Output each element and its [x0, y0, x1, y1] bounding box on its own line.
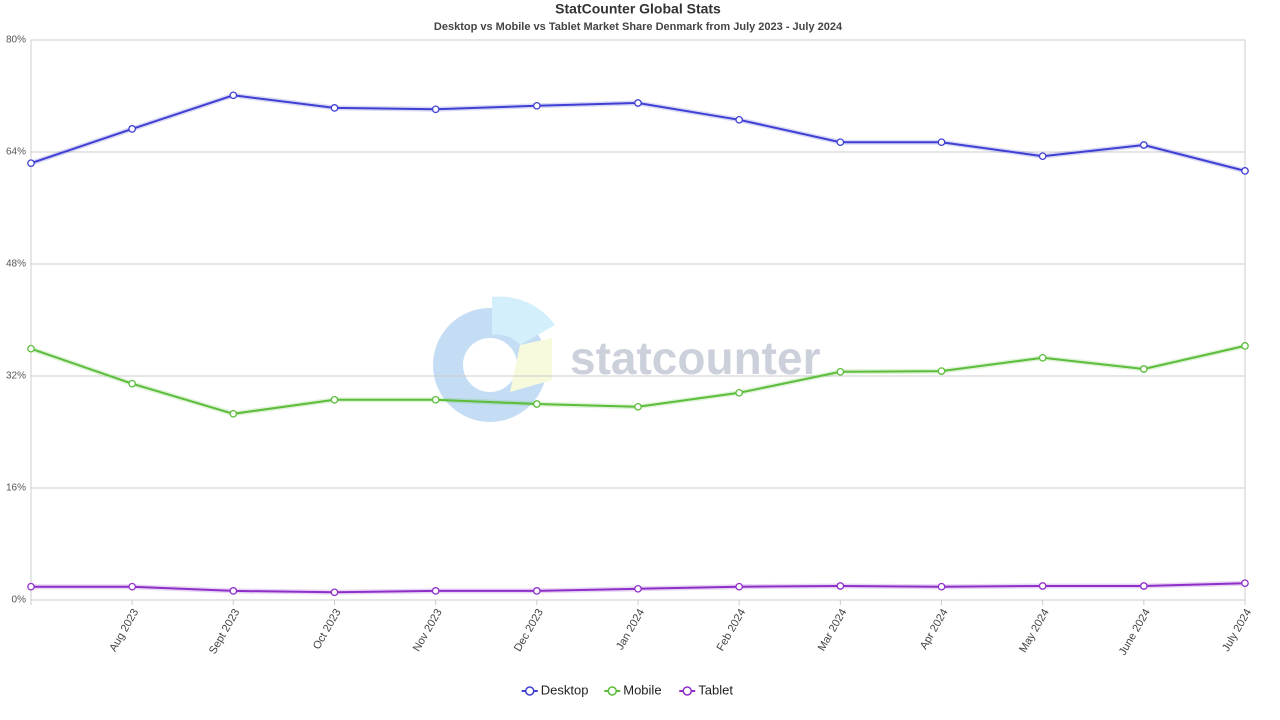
legend-swatch [682, 686, 692, 696]
watermark-logo [433, 296, 555, 422]
data-point [431, 587, 440, 595]
data-point [1241, 342, 1249, 350]
x-tick-label: May 2024 [1017, 607, 1052, 655]
x-tick-label: Nov 2023 [411, 607, 445, 654]
chart-subtitle: Desktop vs Mobile vs Tablet Market Share… [434, 21, 843, 33]
y-tick-label: 0% [12, 595, 27, 606]
legend-label: Mobile [623, 682, 661, 697]
x-tick-label: Apr 2024 [918, 607, 951, 652]
data-point [229, 91, 238, 100]
legend-swatch [607, 686, 617, 696]
data-point [128, 125, 137, 133]
x-tick-label: Jan 2024 [614, 607, 647, 652]
data-point [836, 138, 845, 147]
legend-item: Desktop [521, 682, 589, 697]
data-point [937, 367, 946, 375]
data-point [27, 344, 35, 353]
y-tick-label: 64% [6, 147, 26, 158]
data-point [1241, 167, 1249, 175]
data-point [27, 159, 35, 168]
plot-area [30, 39, 1246, 601]
data-point [1038, 582, 1047, 590]
legend-swatch [525, 686, 535, 696]
x-tick-label: July 2024 [1220, 607, 1254, 654]
y-tick-label: 32% [6, 371, 26, 382]
data-point [1139, 141, 1148, 149]
data-point [532, 101, 541, 110]
data-point [634, 584, 642, 593]
y-tick-label: 16% [6, 483, 26, 494]
data-point [532, 587, 541, 595]
data-point [634, 402, 642, 411]
x-tick-label: Mar 2024 [816, 607, 850, 653]
data-point [836, 367, 845, 376]
x-tick-label: Aug 2023 [107, 607, 141, 654]
data-point [1139, 365, 1148, 373]
data-point [532, 400, 541, 408]
data-point [431, 395, 440, 404]
y-tick-label: 48% [6, 259, 26, 270]
data-point [27, 582, 35, 591]
data-point [128, 582, 137, 591]
x-tick-label: Sept 2023 [207, 607, 242, 656]
legend-item: Mobile [604, 682, 662, 697]
data-point [1139, 582, 1148, 590]
data-point [128, 379, 137, 388]
chart-title: StatCounter Global Stats [555, 1, 721, 17]
legend-item: Tablet [679, 682, 733, 697]
data-point [937, 582, 946, 591]
legend-label: Desktop [541, 682, 589, 697]
x-tick-label: Feb 2024 [715, 607, 749, 653]
data-point [229, 409, 238, 418]
watermark: statcounter [570, 332, 821, 384]
data-point [1241, 579, 1249, 588]
data-point [330, 588, 339, 597]
data-point [735, 115, 744, 124]
data-point [735, 388, 744, 397]
data-point [431, 105, 440, 114]
data-point [634, 99, 642, 107]
data-point [1038, 353, 1047, 362]
legend-label: Tablet [698, 682, 733, 697]
x-tick-label: June 2024 [1117, 607, 1153, 658]
x-tick-label: Oct 2023 [311, 607, 344, 652]
y-tick-label: 80% [6, 35, 26, 46]
data-point [735, 582, 744, 591]
data-point [937, 138, 946, 147]
data-point [1038, 152, 1047, 161]
x-tick-label: Dec 2023 [512, 607, 546, 654]
data-point [836, 582, 845, 590]
data-point [330, 395, 339, 404]
data-point [229, 587, 238, 595]
data-point [330, 104, 339, 112]
